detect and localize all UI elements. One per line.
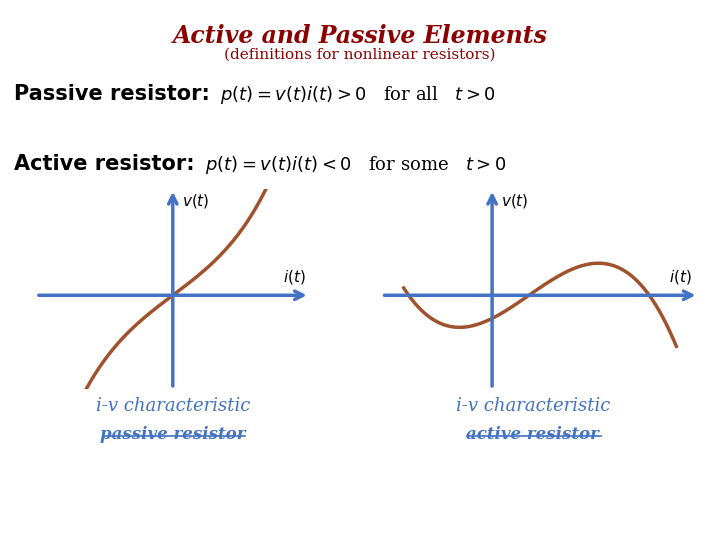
Text: active resistor: active resistor bbox=[467, 426, 599, 442]
Text: (definitions for nonlinear resistors): (definitions for nonlinear resistors) bbox=[224, 48, 496, 62]
Text: Active resistor:: Active resistor: bbox=[14, 154, 195, 174]
Text: Passive resistor:: Passive resistor: bbox=[14, 84, 210, 104]
Text: $p(t) = v(t)i(t) < 0$   for some   $t > 0$: $p(t) = v(t)i(t) < 0$ for some $t > 0$ bbox=[205, 154, 506, 176]
Text: i-v characteristic: i-v characteristic bbox=[456, 397, 610, 415]
Text: $v(t)$: $v(t)$ bbox=[182, 192, 210, 210]
Text: i-v characteristic: i-v characteristic bbox=[96, 397, 250, 415]
Text: Active and Passive Elements: Active and Passive Elements bbox=[173, 24, 547, 48]
Text: $p(t) = v(t)i(t) > 0$   for all   $t > 0$: $p(t) = v(t)i(t) > 0$ for all $t > 0$ bbox=[220, 84, 495, 106]
Text: $v(t)$: $v(t)$ bbox=[501, 192, 528, 210]
Text: passive resistor: passive resistor bbox=[100, 426, 246, 442]
Text: $i(t)$: $i(t)$ bbox=[670, 268, 692, 286]
Text: $i(t)$: $i(t)$ bbox=[283, 268, 305, 286]
